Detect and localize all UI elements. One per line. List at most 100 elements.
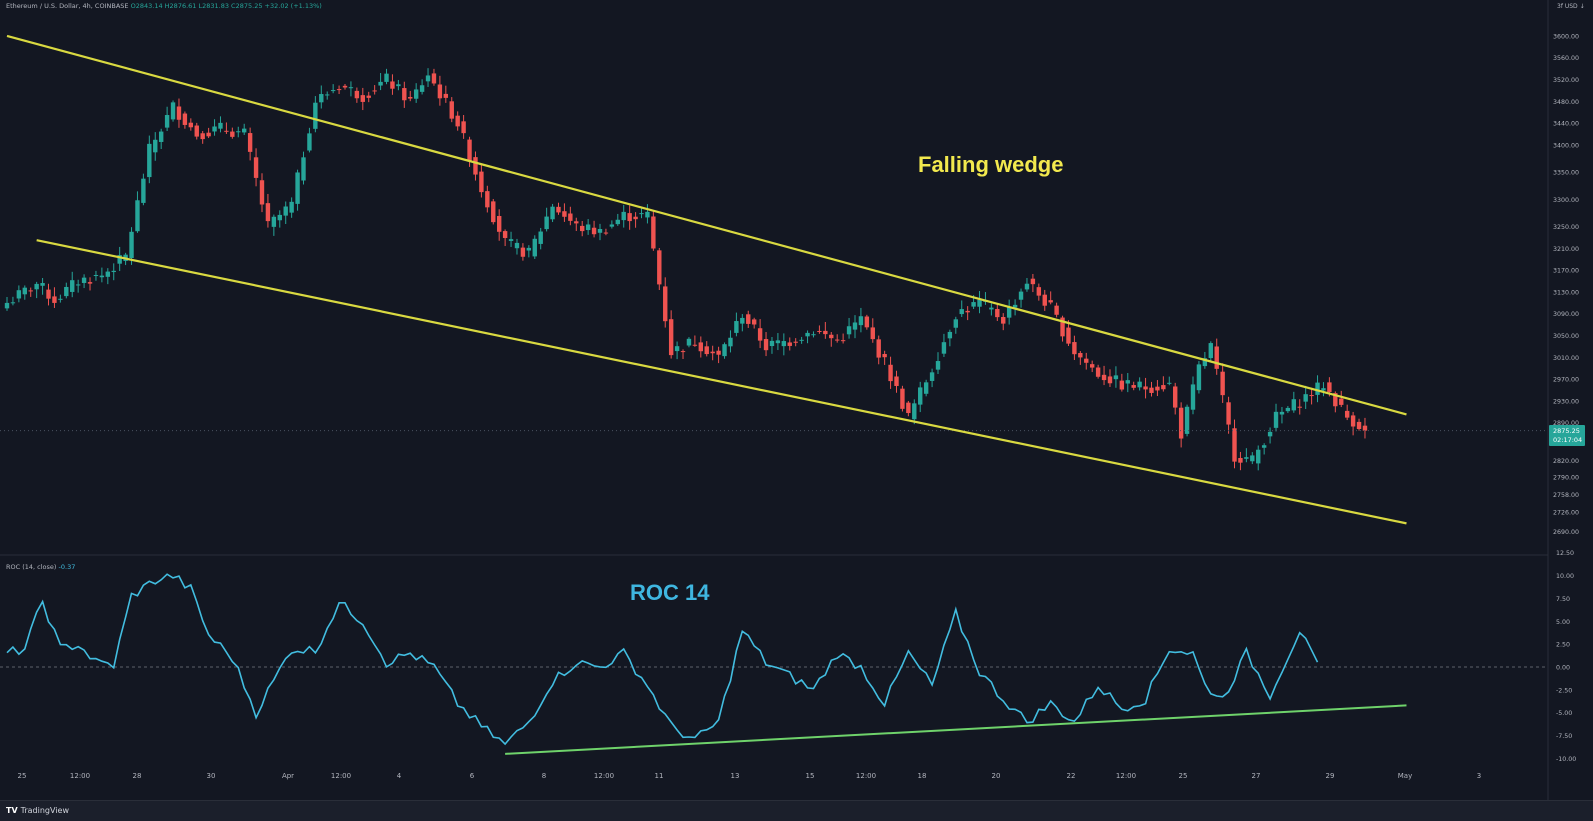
candle[interactable] (1095, 367, 1101, 377)
candle[interactable] (621, 211, 626, 221)
tradingview-logo[interactable]: TV TradingView (6, 806, 69, 815)
candle[interactable] (419, 85, 425, 92)
candle[interactable] (918, 387, 923, 405)
candle[interactable] (1178, 407, 1184, 439)
roc-indicator-name[interactable]: ROC (14, close) (6, 563, 57, 571)
candle[interactable] (1362, 425, 1368, 431)
candle[interactable] (1089, 364, 1095, 368)
candle[interactable] (585, 224, 591, 231)
candle[interactable] (1244, 457, 1249, 459)
candle[interactable] (1202, 358, 1208, 367)
candle[interactable] (396, 84, 401, 87)
candle[interactable] (467, 139, 472, 162)
candle[interactable] (1238, 457, 1243, 463)
candle[interactable] (1315, 382, 1320, 395)
candle[interactable] (1060, 317, 1065, 337)
candle[interactable] (1161, 385, 1166, 390)
candle[interactable] (200, 133, 205, 140)
candle[interactable] (532, 238, 537, 257)
candle[interactable] (52, 296, 57, 303)
candle[interactable] (1309, 395, 1314, 397)
candle[interactable] (1214, 346, 1219, 369)
candle[interactable] (408, 97, 413, 99)
candle[interactable] (1030, 278, 1036, 285)
candle[interactable] (680, 351, 686, 353)
candle[interactable] (1273, 411, 1279, 428)
candle[interactable] (823, 330, 828, 335)
candle[interactable] (1256, 449, 1261, 464)
candle[interactable] (508, 239, 514, 241)
candle[interactable] (1018, 291, 1024, 300)
candle[interactable] (710, 351, 715, 354)
candle[interactable] (16, 290, 22, 299)
candle[interactable] (10, 302, 16, 304)
candle[interactable] (544, 216, 549, 230)
roc-pane[interactable] (0, 573, 1548, 755)
candle[interactable] (1143, 386, 1148, 390)
candle[interactable] (176, 106, 182, 120)
roc-indicator-header[interactable]: ROC (14, close) -0.37 (6, 563, 75, 571)
candle[interactable] (1107, 376, 1113, 384)
wedge-upper-trendline[interactable] (6, 34, 1407, 416)
candle[interactable] (259, 180, 265, 205)
candle[interactable] (615, 219, 620, 225)
candle[interactable] (491, 201, 496, 223)
candle[interactable] (1297, 406, 1302, 408)
candle[interactable] (242, 128, 247, 133)
candle[interactable] (319, 94, 324, 103)
candle[interactable] (769, 340, 775, 347)
candle[interactable] (301, 157, 306, 181)
candle[interactable] (336, 89, 342, 91)
candle[interactable] (1232, 428, 1237, 462)
candle[interactable] (105, 271, 111, 277)
candle[interactable] (888, 364, 893, 382)
candle[interactable] (805, 332, 810, 337)
candle[interactable] (722, 344, 727, 357)
candle[interactable] (746, 314, 751, 324)
candle[interactable] (977, 299, 982, 307)
candle[interactable] (1220, 371, 1225, 396)
candle[interactable] (135, 200, 140, 232)
candle[interactable] (900, 388, 905, 409)
price-axis[interactable]: 3600.00 3560.00 3520.00 3480.00 3440.00 3400.… (1553, 33, 1579, 536)
candle[interactable] (793, 341, 798, 343)
candle[interactable] (485, 191, 490, 208)
candle[interactable] (1250, 455, 1255, 462)
candle[interactable] (704, 346, 709, 355)
candle[interactable] (64, 286, 69, 297)
roc-support-trendline[interactable] (505, 704, 1407, 755)
candle[interactable] (313, 102, 318, 129)
candle[interactable] (496, 216, 502, 232)
candle[interactable] (271, 216, 277, 227)
candle[interactable] (34, 283, 39, 290)
candle[interactable] (668, 319, 674, 356)
candle[interactable] (858, 316, 864, 326)
candle[interactable] (520, 247, 526, 257)
candle[interactable] (1101, 374, 1107, 381)
candle[interactable] (141, 178, 146, 203)
candle[interactable] (87, 282, 93, 284)
candle[interactable] (923, 382, 929, 394)
candle[interactable] (218, 122, 223, 129)
candle[interactable] (734, 321, 739, 333)
candle[interactable] (164, 115, 170, 128)
candle[interactable] (206, 132, 211, 137)
symbol-title[interactable]: Ethereum / U.S. Dollar, 4h, COINBASE (6, 2, 129, 10)
candle[interactable] (224, 130, 229, 132)
candle[interactable] (265, 203, 271, 222)
candle[interactable] (929, 372, 935, 381)
candle[interactable] (1137, 381, 1142, 388)
candle[interactable] (651, 216, 656, 249)
candle[interactable] (384, 73, 389, 82)
candle[interactable] (1066, 327, 1071, 344)
candle[interactable] (947, 331, 953, 339)
candle[interactable] (129, 231, 134, 259)
candle[interactable] (971, 302, 976, 307)
candle[interactable] (153, 139, 158, 153)
candle[interactable] (372, 90, 377, 92)
candle[interactable] (93, 274, 99, 276)
candle[interactable] (70, 280, 75, 292)
candle[interactable] (716, 350, 721, 355)
candle[interactable] (1173, 386, 1178, 408)
candle[interactable] (342, 85, 348, 88)
